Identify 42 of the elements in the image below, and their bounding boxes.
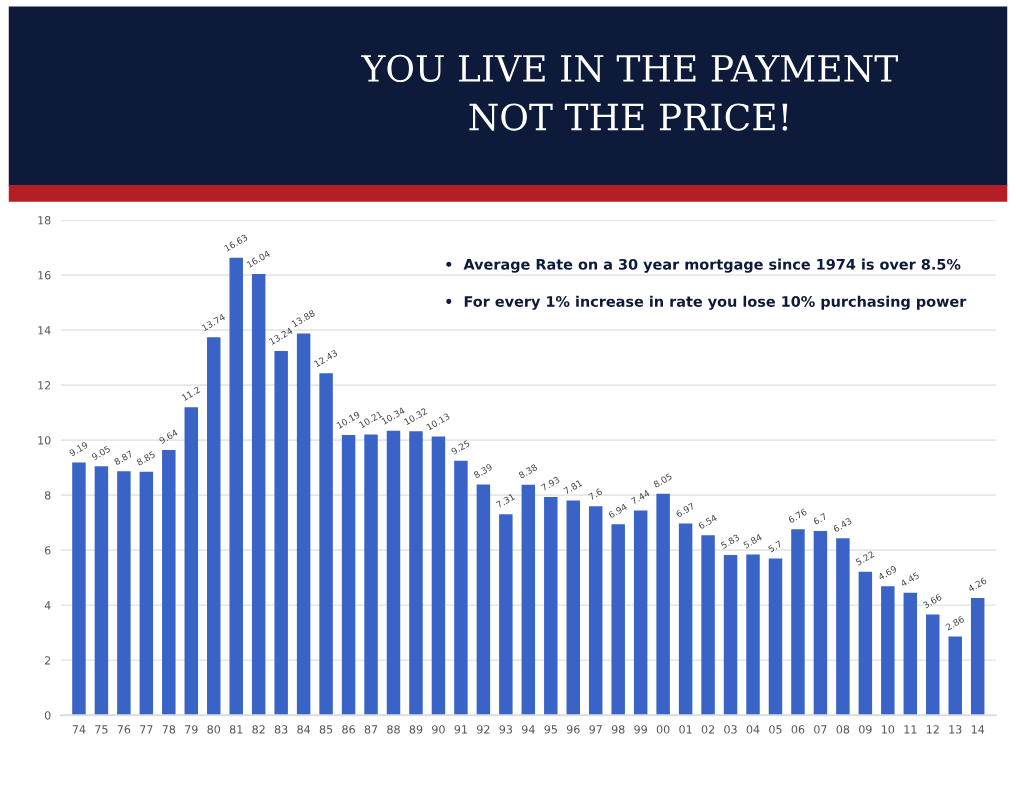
bar <box>656 493 670 716</box>
bar <box>768 558 783 716</box>
chart-title: YOU LIVE IN THE PAYMENT NOT THE PRICE! <box>361 54 898 131</box>
bar <box>723 554 738 716</box>
bar <box>791 529 805 716</box>
bar <box>162 450 176 716</box>
bar <box>364 434 378 716</box>
bar <box>319 373 333 716</box>
bar <box>139 471 154 716</box>
bar <box>117 471 131 716</box>
bar <box>566 500 580 716</box>
bar <box>476 484 491 716</box>
bar <box>858 571 873 716</box>
bar <box>701 535 715 716</box>
bar <box>274 351 288 716</box>
bar <box>454 460 468 716</box>
bar <box>813 530 828 716</box>
bar <box>386 430 401 716</box>
bar <box>970 598 985 716</box>
bar <box>72 462 86 716</box>
bar <box>251 274 266 716</box>
bar <box>588 506 603 716</box>
bar <box>881 586 895 716</box>
bar <box>409 431 423 716</box>
bar <box>611 524 625 716</box>
bar <box>341 434 356 716</box>
bar <box>903 592 918 716</box>
bar <box>521 484 536 716</box>
bar <box>836 538 850 716</box>
bar <box>296 333 311 716</box>
bar <box>94 466 109 716</box>
bar <box>499 514 513 716</box>
bar <box>948 636 962 716</box>
bar <box>678 523 693 716</box>
bar <box>184 407 199 716</box>
bar <box>431 436 446 716</box>
bar <box>544 497 558 716</box>
bar <box>633 510 648 716</box>
bar <box>746 554 760 716</box>
bar <box>229 257 243 716</box>
bar <box>926 614 940 716</box>
bar <box>207 337 221 716</box>
